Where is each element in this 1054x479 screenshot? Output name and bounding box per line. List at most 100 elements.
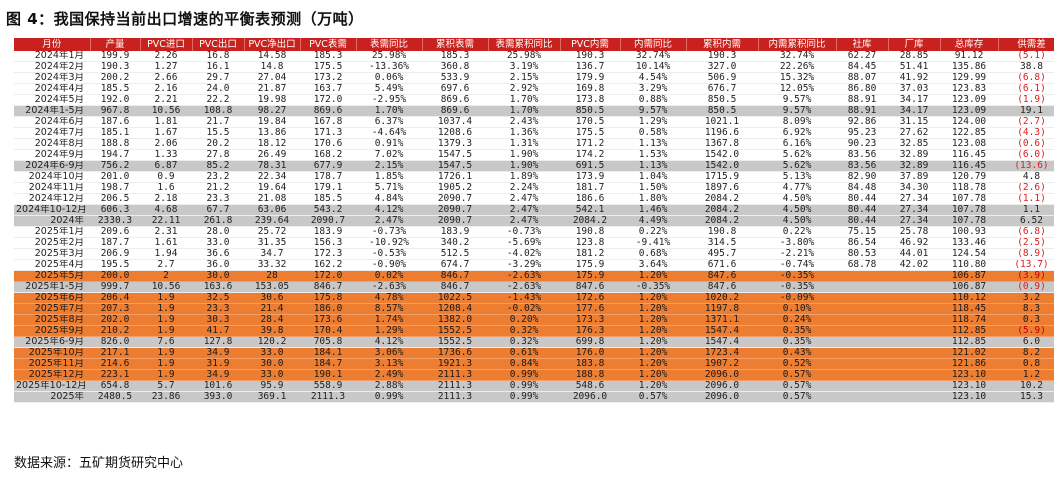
row-label-cell: 2025年7月 xyxy=(14,303,90,316)
column-header: PVC进口 xyxy=(140,38,193,51)
table-cell: 107.78 xyxy=(940,215,998,228)
table-cell: 170.5 xyxy=(560,116,620,129)
table-cell: (2.6) xyxy=(998,182,1054,195)
table-cell: 4.68 xyxy=(140,204,192,217)
table-cell: (13.6) xyxy=(998,160,1054,173)
table-cell: 8.09% xyxy=(758,116,836,129)
table-cell: 175.5 xyxy=(300,61,356,74)
table-cell: -0.74% xyxy=(758,259,836,272)
table-cell: 173.3 xyxy=(560,314,620,327)
table-cell: 3.13% xyxy=(356,358,422,371)
table-cell: 118.45 xyxy=(940,303,998,316)
table-cell: 6.52 xyxy=(998,215,1054,228)
table-cell: 170.4 xyxy=(300,325,356,338)
table-cell: 1.90% xyxy=(488,160,560,173)
table-cell: 23.86 xyxy=(140,391,192,404)
table-cell: 106.87 xyxy=(940,281,998,294)
table-cell: 32.85 xyxy=(888,138,940,151)
table-cell: -5.69% xyxy=(488,237,560,250)
table-cell: 185.3 xyxy=(422,51,488,63)
table-cell: 677.9 xyxy=(300,160,356,173)
row-label-cell: 2025年9月 xyxy=(14,325,90,338)
column-header: 表需累积同比 xyxy=(488,38,561,51)
row-label-cell: 2025年4月 xyxy=(14,259,90,272)
table-cell: 1.20% xyxy=(620,325,686,338)
table-cell xyxy=(836,303,888,316)
table-cell: 209.6 xyxy=(90,226,140,239)
table-cell: 548.6 xyxy=(560,380,620,393)
row-label-cell: 2024年 xyxy=(14,215,90,228)
table-cell xyxy=(888,281,940,294)
table-cell: 0.99% xyxy=(488,369,560,382)
table-cell: 847.6 xyxy=(686,270,758,283)
table-cell xyxy=(836,325,888,338)
table-cell: 183.9 xyxy=(300,226,356,239)
table-cell: 88.91 xyxy=(836,105,888,118)
table-cell: 676.7 xyxy=(686,83,758,96)
table-cell: 62.27 xyxy=(836,51,888,63)
table-cell: 168.2 xyxy=(300,149,356,162)
table-cell: 63.06 xyxy=(244,204,300,217)
table-cell: 37.03 xyxy=(888,83,940,96)
table-cell: 4.84% xyxy=(356,193,422,206)
table-cell: (13.7) xyxy=(998,259,1054,272)
row-label-cell: 2025年10-12月 xyxy=(14,380,90,393)
table-cell: 36.6 xyxy=(192,248,244,261)
table-cell: 2 xyxy=(140,270,192,283)
row-label-cell: 2024年9月 xyxy=(14,149,90,162)
table-cell: 170.6 xyxy=(300,138,356,151)
table-cell: 136.7 xyxy=(560,61,620,74)
row-label-cell: 2024年4月 xyxy=(14,83,90,96)
row-label-cell: 2024年10月 xyxy=(14,171,90,184)
table-cell: 187.7 xyxy=(90,237,140,250)
table-cell: 4.8 xyxy=(998,171,1054,184)
table-cell: 4.54% xyxy=(620,72,686,85)
table-cell: 33.32 xyxy=(244,259,300,272)
table-cell: 674.7 xyxy=(422,259,488,272)
table-cell: -1.43% xyxy=(488,292,560,305)
table-cell: 1371.1 xyxy=(686,314,758,327)
table-cell: 214.6 xyxy=(90,358,140,371)
table-cell: -0.02% xyxy=(488,303,560,316)
table-cell: 32.74% xyxy=(620,51,686,63)
table-cell: 31.35 xyxy=(244,237,300,250)
table-cell: -2.63% xyxy=(356,281,422,294)
table-cell: 25.72 xyxy=(244,226,300,239)
table-cell: 4.12% xyxy=(356,336,422,349)
table-cell: 95.23 xyxy=(836,127,888,140)
table-cell: 16.1 xyxy=(192,61,244,74)
table-cell: 13.86 xyxy=(244,127,300,140)
table-cell: 6.0 xyxy=(998,336,1054,349)
table-cell: 175.9 xyxy=(560,270,620,283)
table-cell: 80.44 xyxy=(836,215,888,228)
table-cell: 850.5 xyxy=(560,105,620,118)
table-cell: 1.61 xyxy=(140,237,192,250)
table-cell: 1.74% xyxy=(356,314,422,327)
table-cell: 28.4 xyxy=(244,314,300,327)
table-cell: (6.8) xyxy=(998,72,1054,85)
table-row: 2024年1月 199.9 2.26 16.8 14.58 185.3 25.98% 185.… xyxy=(14,51,1054,63)
table-cell: 5.71% xyxy=(356,182,422,195)
table-cell: 199.9 xyxy=(90,51,140,63)
forecast-row: 2025年7月 207.3 1.9 23.3 21.4 186.0 8.57% 1208.4-… xyxy=(14,303,1054,316)
table-cell: 34.17 xyxy=(888,94,940,107)
column-header: PVC净出口 xyxy=(244,38,301,51)
table-cell: -2.63% xyxy=(488,281,560,294)
table-cell: 21.2 xyxy=(192,182,244,195)
table-cell: 80.44 xyxy=(836,204,888,217)
column-header: 总库存 xyxy=(940,38,999,51)
table-cell: -0.73% xyxy=(488,226,560,239)
table-cell: 34.17 xyxy=(888,105,940,118)
column-header: 累积表需 xyxy=(422,38,489,51)
table-cell: 261.8 xyxy=(192,215,244,228)
row-label-cell: 2024年6月 xyxy=(14,116,90,129)
column-header: 表需同比 xyxy=(356,38,423,51)
row-label-cell: 2025年1月 xyxy=(14,226,90,239)
table-cell xyxy=(836,281,888,294)
table-cell: 495.7 xyxy=(686,248,758,261)
table-cell xyxy=(836,270,888,283)
table-cell: 7.6 xyxy=(140,336,192,349)
table-cell: 202.0 xyxy=(90,314,140,327)
table-cell: 1.20% xyxy=(620,314,686,327)
table-cell: 162.2 xyxy=(300,259,356,272)
